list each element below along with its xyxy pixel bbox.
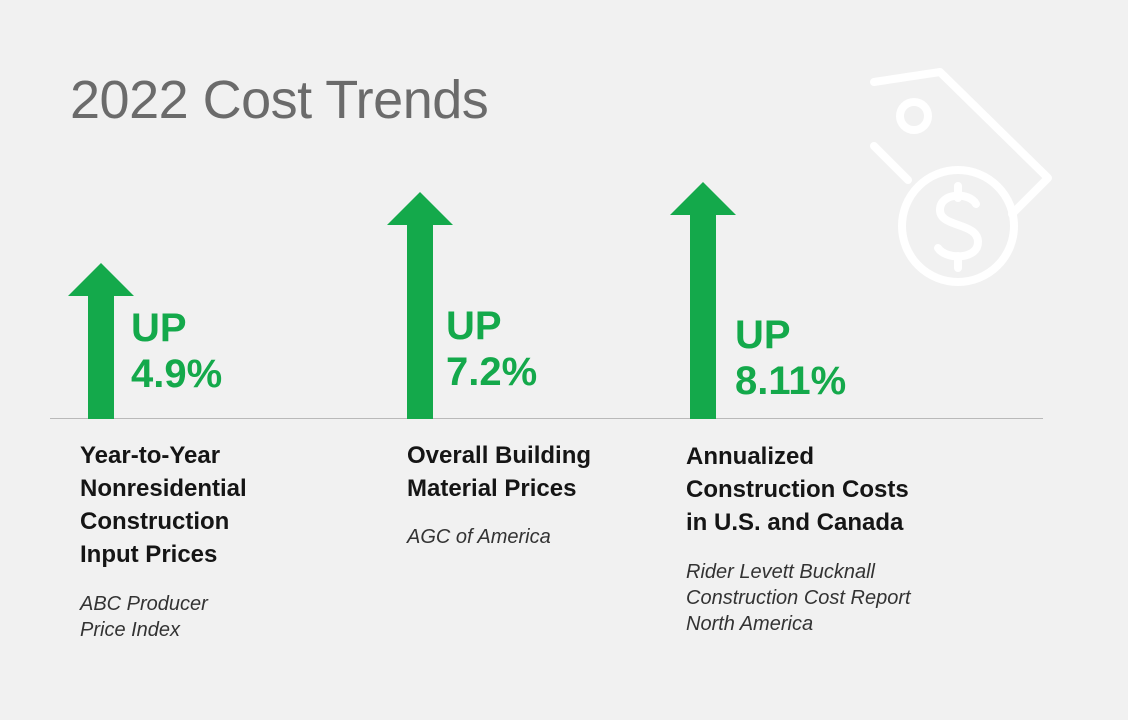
trend-value: UP 7.2%	[446, 303, 537, 395]
trend-percent: 4.9%	[131, 352, 223, 396]
trend-percent: 8.11%	[735, 359, 847, 403]
trend-direction: UP	[131, 306, 187, 350]
trend-label: Annualized Construction Costs in U.S. an…	[686, 443, 909, 536]
baseline-divider	[50, 418, 1043, 419]
arrow-up-icon	[387, 192, 453, 419]
trend-source: ABC Producer Price Index	[80, 593, 208, 641]
arrow-up-icon	[68, 263, 134, 419]
trend-direction: UP	[735, 313, 791, 357]
trend-source: Rider Levett Bucknall Construction Cost …	[686, 561, 911, 635]
arrow-up-icon	[670, 182, 736, 419]
trend-value: UP 4.9%	[131, 305, 222, 397]
page-title: 2022 Cost Trends	[70, 70, 489, 130]
trend-source: AGC of America	[407, 526, 551, 548]
trend-label: Overall Building Material Prices	[407, 442, 592, 502]
trend-percent: 7.2%	[446, 350, 538, 394]
trend-label: Year-to-Year Nonresidential Construction…	[80, 442, 247, 568]
trend-direction: UP	[446, 304, 502, 348]
price-tag-dollar-icon	[870, 68, 1052, 286]
trend-value: UP 8.11%	[735, 312, 846, 404]
